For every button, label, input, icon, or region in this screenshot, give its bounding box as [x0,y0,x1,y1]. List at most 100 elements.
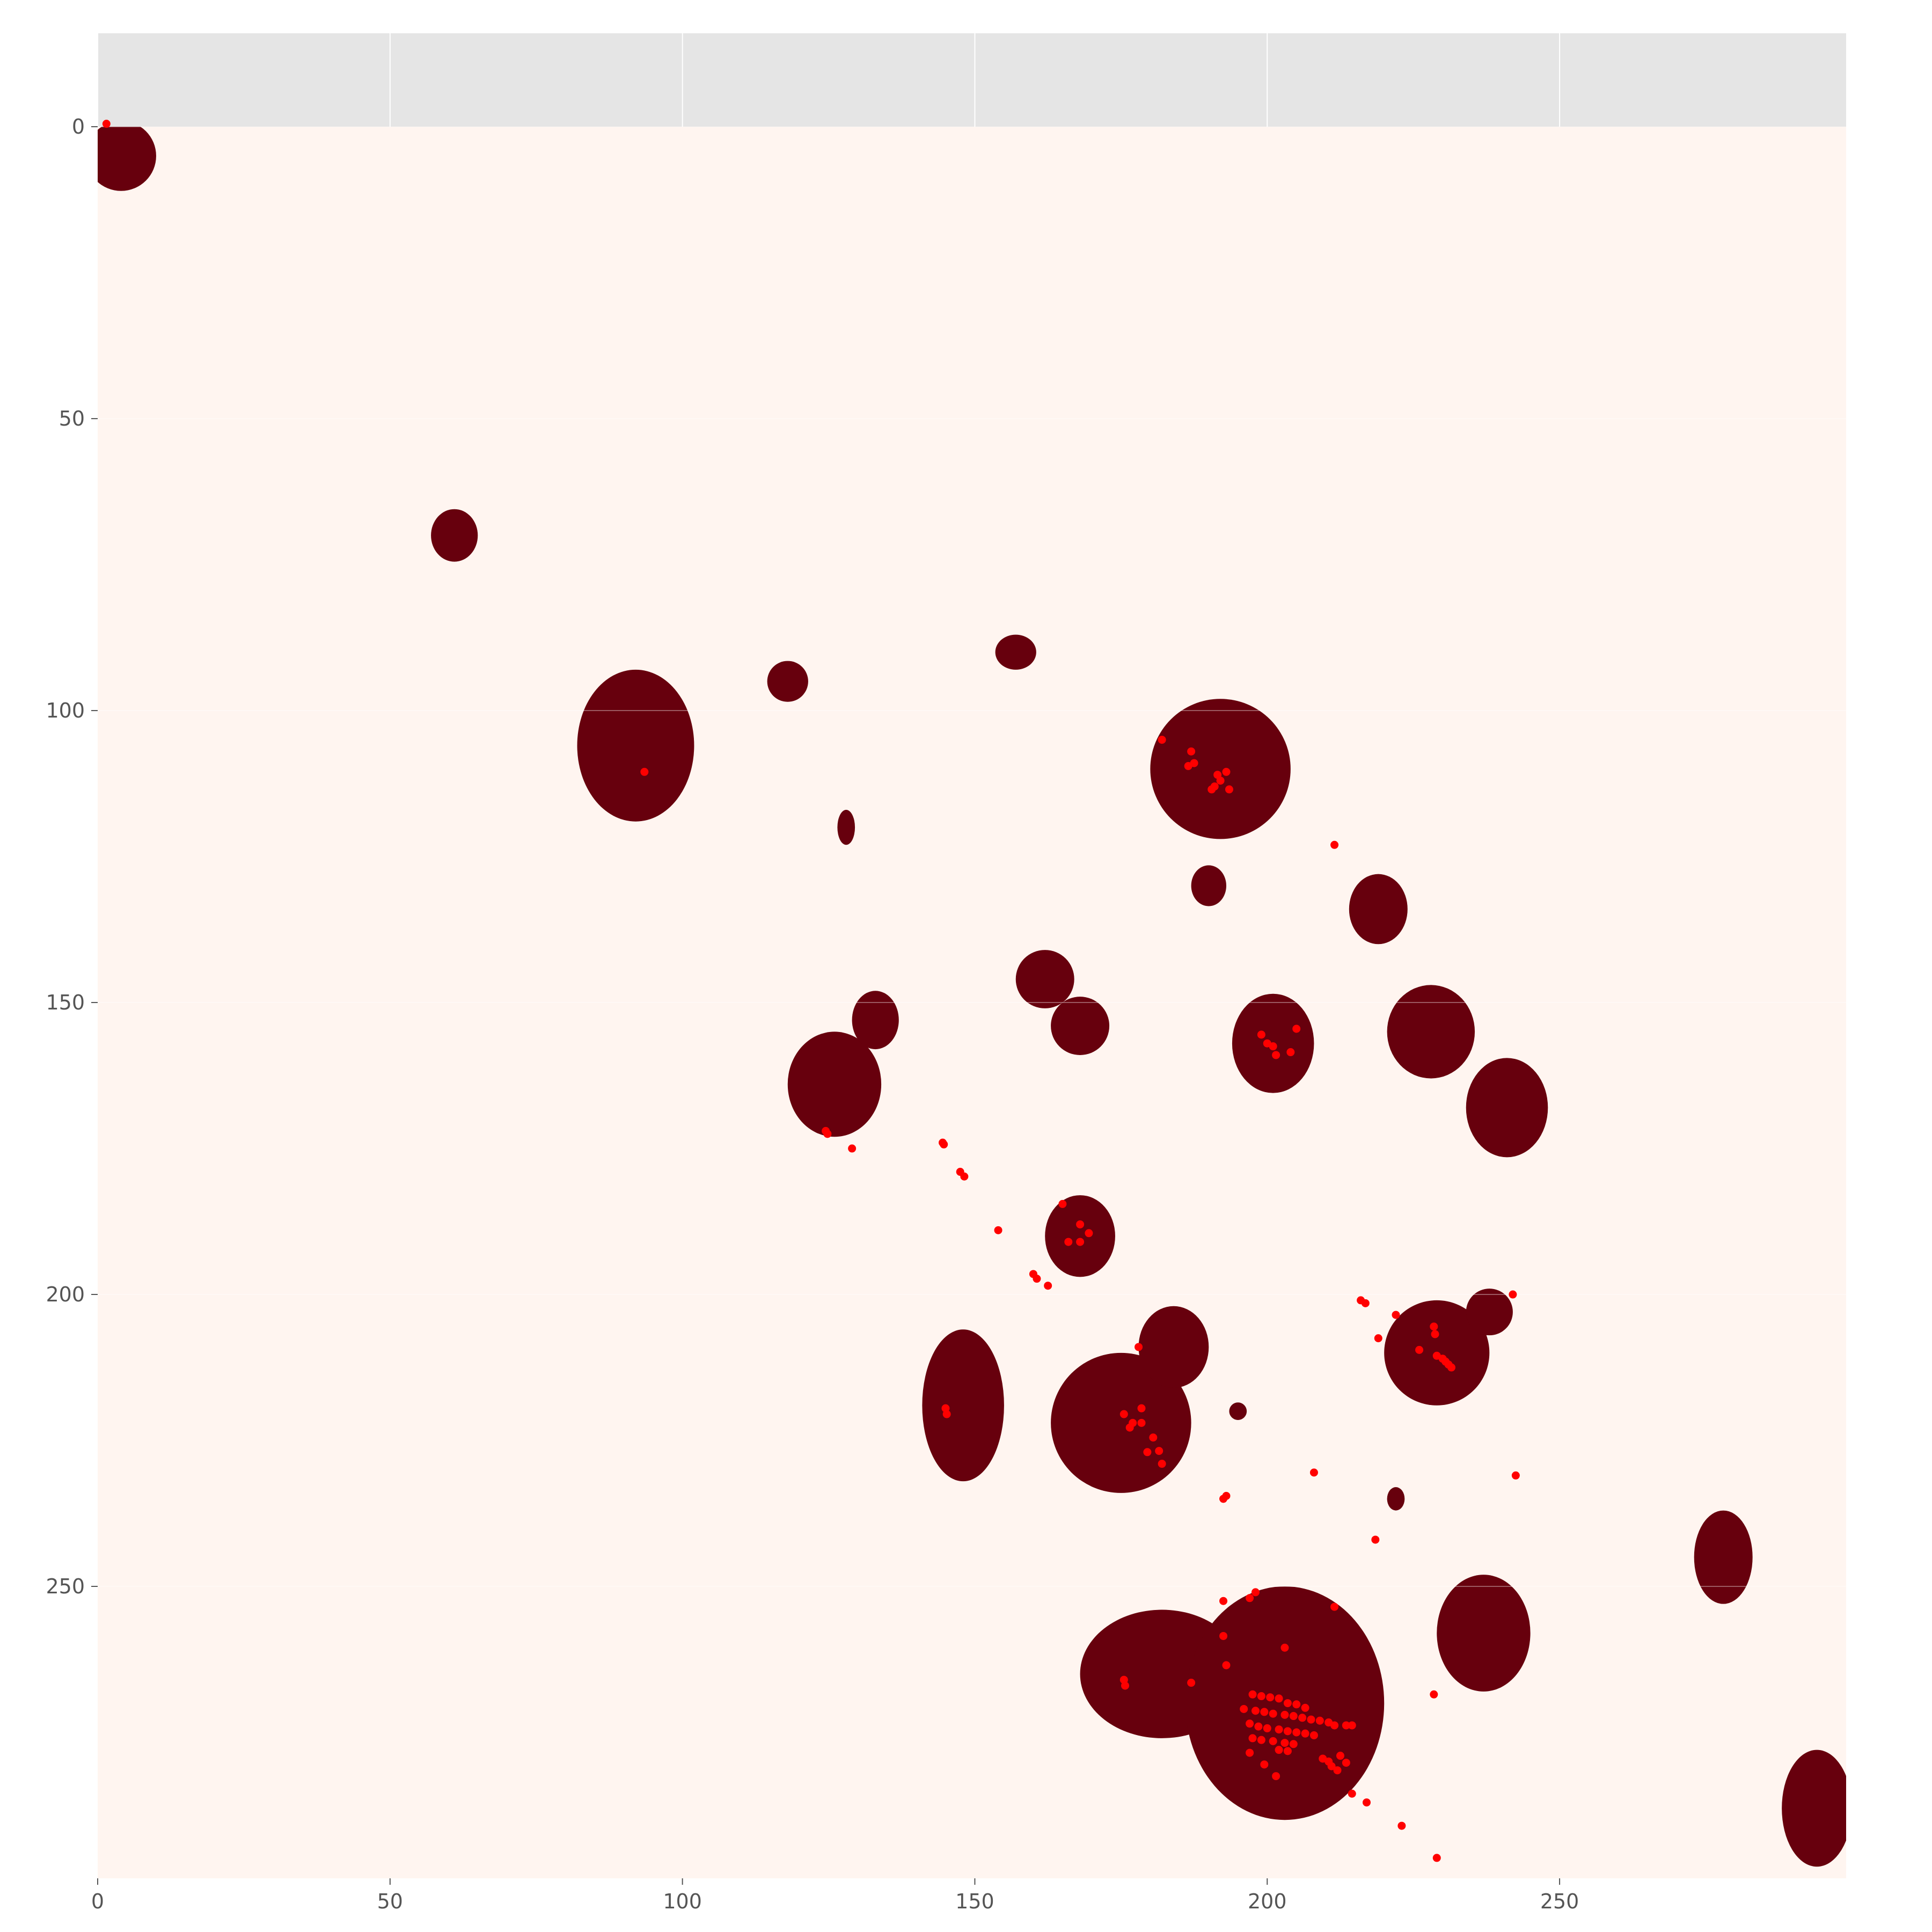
data-point-90 [1307,1715,1315,1724]
data-point-2 [1158,735,1166,744]
mask-region-1 [431,509,478,562]
x-tick-label-5: 250 [1540,1890,1579,1913]
data-point-78 [1266,1693,1275,1702]
mask-region-19 [1138,1306,1209,1388]
data-point-110 [1283,1747,1292,1755]
data-point-76 [1248,1690,1257,1699]
data-point-56 [1149,1433,1158,1442]
y-tick-label-1: 50 [59,407,85,430]
data-point-93 [1330,1721,1339,1730]
data-point-55 [1137,1418,1146,1427]
data-point-67 [1219,1597,1228,1605]
data-point-66 [1246,1594,1254,1602]
data-point-33 [1033,1275,1041,1283]
mask-region-22 [1466,1289,1513,1336]
data-point-119 [1272,1772,1280,1781]
data-point-123 [1432,1854,1441,1862]
mask-region-0 [98,127,156,191]
data-point-1 [640,767,649,776]
data-point-80 [1283,1699,1292,1708]
data-point-89 [1298,1714,1307,1722]
data-point-73 [1121,1681,1129,1690]
axes-ticks: 0 50 100 150 200 250 0 50 100 150 200 250 [46,115,1579,1913]
data-point-21 [848,1144,857,1153]
mask-region-23 [1387,1487,1405,1511]
data-point-0 [102,120,111,128]
mask-region-14 [787,1031,882,1137]
data-point-37 [1392,1311,1400,1319]
data-point-116 [1327,1762,1336,1770]
mask-region-3 [767,661,808,702]
scatter-points [102,120,1520,1862]
data-point-88 [1289,1712,1298,1721]
mask-region-7 [1191,865,1226,906]
mask-region-13 [1466,1058,1548,1158]
data-point-39 [1430,1322,1438,1331]
y-tick-label-3: 150 [46,991,85,1014]
data-point-64 [1371,1535,1380,1544]
data-point-28 [1076,1220,1085,1228]
data-point-31 [1064,1238,1073,1246]
data-point-11 [1225,785,1233,794]
mask-region-2 [577,669,694,822]
x-tick-label-1: 50 [377,1890,403,1913]
data-point-12 [1330,840,1339,849]
mask-region-15 [852,991,899,1050]
y-tick-label-5: 250 [46,1575,85,1598]
data-point-122 [1397,1821,1406,1830]
x-tick-label-2: 100 [663,1890,702,1913]
data-point-63 [1222,1491,1231,1500]
data-point-118 [1260,1760,1269,1769]
data-point-100 [1283,1727,1292,1736]
data-point-23 [940,1140,948,1148]
data-point-81 [1292,1700,1301,1709]
data-point-103 [1309,1731,1318,1739]
data-point-107 [1280,1739,1289,1747]
data-point-65 [1251,1588,1260,1597]
data-point-30 [1076,1238,1085,1246]
data-point-52 [1137,1404,1146,1413]
data-point-83 [1240,1704,1248,1713]
data-point-59 [1158,1460,1166,1468]
data-point-20 [823,1130,832,1138]
data-point-108 [1289,1740,1298,1748]
data-point-26 [994,1226,1002,1234]
data-point-61 [1511,1471,1520,1480]
data-point-87 [1280,1710,1289,1719]
data-point-36 [1361,1299,1370,1307]
data-point-27 [1058,1199,1067,1208]
data-point-79 [1275,1694,1283,1703]
x-tick-label-3: 150 [955,1890,994,1913]
mask-region-5 [837,810,855,845]
mask-region-4 [995,634,1036,670]
mask-region-9 [1015,950,1074,1008]
mask-region-10 [1051,997,1110,1055]
data-point-47 [1509,1290,1517,1299]
data-point-121 [1363,1798,1371,1807]
mask-region-18 [1051,1352,1191,1493]
data-point-29 [1085,1229,1093,1238]
data-point-96 [1246,1719,1254,1728]
data-point-117 [1333,1766,1342,1775]
data-point-74 [1187,1679,1196,1687]
data-point-120 [1348,1789,1356,1798]
data-point-82 [1301,1703,1309,1712]
data-point-7 [1216,777,1225,785]
mask-region-6 [1150,699,1291,839]
mask-background [98,127,1846,1879]
data-point-71 [1222,1661,1231,1670]
y-tick-label-0: 0 [72,115,85,138]
data-point-69 [1219,1631,1228,1640]
data-point-16 [1272,1051,1280,1059]
data-point-97 [1254,1722,1263,1731]
data-point-98 [1263,1724,1271,1732]
data-point-3 [1187,747,1196,756]
x-tick-label-0: 0 [91,1890,104,1913]
data-point-106 [1269,1737,1277,1745]
data-point-86 [1269,1709,1277,1718]
data-point-94 [1342,1721,1350,1730]
mask-region-20 [1229,1402,1247,1420]
data-point-101 [1292,1728,1301,1737]
data-point-18 [1292,1024,1301,1033]
